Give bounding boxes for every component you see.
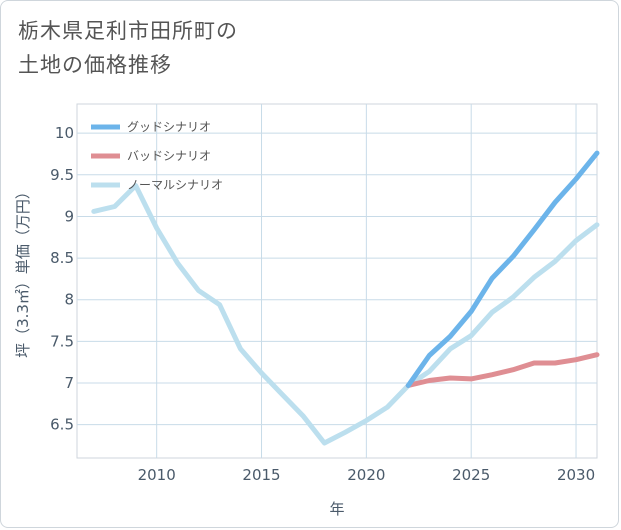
y-tick-label: 6.5 [50, 416, 74, 434]
y-tick-label: 10 [55, 124, 74, 142]
y-tick-label: 7 [64, 374, 74, 392]
series-line [405, 352, 600, 388]
x-tick-label: 2015 [242, 466, 280, 484]
y-tick-label: 8 [64, 291, 74, 309]
x-tick-label: 2010 [138, 466, 176, 484]
x-axis-title: 年 [329, 500, 344, 518]
y-axis-ticks: 6.5 7 7.5 8 8.5 9 9.5 10 [50, 124, 74, 434]
legend-label: バッドシナリオ [127, 149, 211, 163]
title-line-1: 栃木県足利市田所町の [18, 19, 238, 43]
y-axis-title: 坪（3.3㎡）単価（万円） [14, 184, 32, 358]
plot-area [76, 103, 598, 459]
y-tick-label: 9.5 [50, 166, 74, 184]
y-tick-label: 7.5 [50, 332, 74, 350]
series-lines [91, 150, 600, 446]
y-tick-label: 8.5 [50, 249, 74, 267]
chart-title: 栃木県足利市田所町の 土地の価格推移 [18, 14, 238, 82]
x-axis-ticks: 2010 2015 2020 2025 2030 [138, 466, 596, 484]
series-line [91, 183, 600, 446]
y-tick-label: 9 [64, 207, 74, 225]
x-tick-label: 2020 [347, 466, 385, 484]
series-line [405, 150, 600, 388]
x-tick-label: 2025 [452, 466, 490, 484]
title-line-2: 土地の価格推移 [18, 53, 172, 77]
legend-label: ノーマルシナリオ [127, 178, 223, 192]
legend-label: グッドシナリオ [127, 120, 211, 134]
x-tick-label: 2030 [557, 466, 595, 484]
